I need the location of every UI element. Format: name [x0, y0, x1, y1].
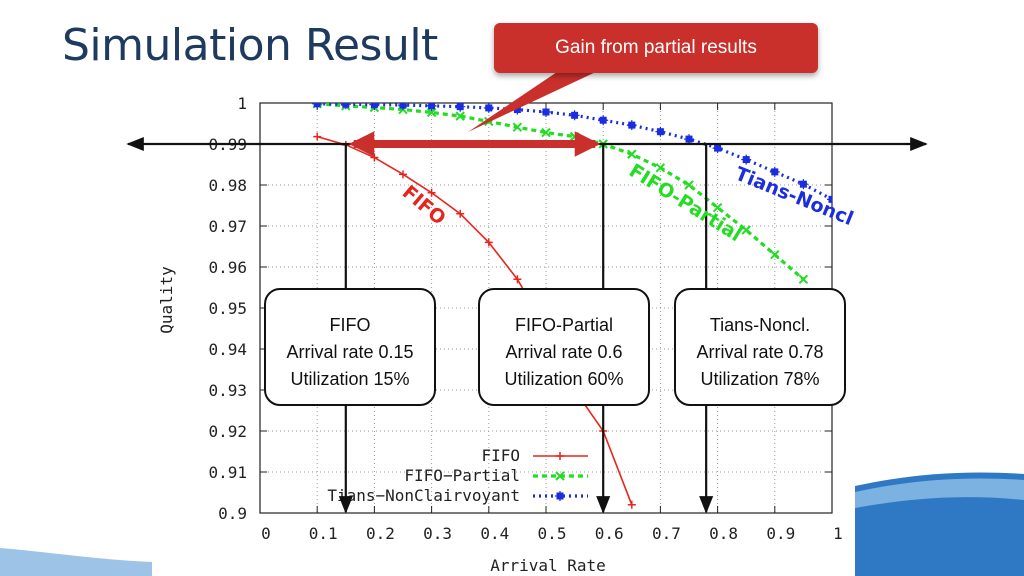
data-point-fifo	[627, 500, 636, 509]
data-point-tians-nonclairvoyant-cross	[426, 103, 437, 111]
y-tick-label: 0.98	[208, 176, 247, 195]
x-tick-label: 0.5	[538, 524, 567, 543]
gain-callout: Gain from partial results	[494, 23, 818, 73]
data-point-fifo	[513, 275, 522, 284]
data-point-fifo	[456, 209, 465, 218]
x-tick-label: 0	[261, 524, 271, 543]
data-point-fifo-partial	[770, 249, 780, 260]
callout-pointer	[468, 70, 600, 132]
fifo-partial-info-box: FIFO-Partial Arrival rate 0.6 Utilizatio…	[478, 288, 650, 406]
x-tick-label: 0.3	[423, 524, 452, 543]
x-tick-label: 0.6	[595, 524, 624, 543]
data-point-fifo-partial	[655, 163, 666, 173]
fifo-partial-box-util: Utilization 60%	[504, 369, 624, 389]
y-tick-label: 0.91	[208, 463, 247, 482]
fifo-box-title: FIFO	[329, 315, 371, 335]
x-tick-label: 1	[833, 524, 843, 543]
data-point-tians-nonclairvoyant-cross	[340, 103, 351, 110]
data-point-tians-nonclairvoyant-cross	[541, 107, 551, 118]
x-tick-label: 0.9	[766, 524, 795, 543]
data-point-tians-nonclairvoyant-cross	[598, 115, 609, 126]
y-tick-label: 0.95	[208, 299, 247, 318]
y-tick-label: 0.97	[208, 217, 247, 236]
data-point-fifo	[427, 188, 436, 197]
data-point-fifo	[484, 238, 493, 247]
data-point-tians-nonclairvoyant-cross	[769, 166, 780, 177]
legend-marker-tians-nonclairvoyant-cross	[555, 491, 565, 501]
data-point-fifo-partial	[455, 111, 465, 121]
data-point-fifo-partial	[512, 122, 523, 132]
x-axis-label: Arrival Rate	[490, 556, 606, 575]
fifo-partial-box-title: FIFO-Partial	[514, 315, 613, 335]
y-tick-label: 1	[237, 94, 247, 113]
fifo-box-rate: Arrival rate 0.15	[286, 342, 414, 362]
data-point-fifo	[399, 170, 407, 179]
fifo-box-util: Utilization 15%	[290, 369, 410, 389]
data-point-tians-nonclairvoyant-cross	[741, 154, 752, 165]
legend-marker-fifo-partial	[555, 471, 565, 481]
data-point-fifo-partial	[712, 202, 723, 213]
y-tick-label: 0.94	[208, 340, 247, 359]
data-point-tians-nonclairvoyant-cross	[655, 126, 666, 137]
data-point-tians-nonclairvoyant-cross	[798, 179, 809, 190]
fifo-info-box: FIFO Arrival rate 0.15 Utilization 15%	[264, 288, 436, 406]
tians-box-rate: Arrival rate 0.78	[696, 342, 824, 362]
data-point-tians-nonclairvoyant-cross	[626, 120, 637, 131]
x-tick-label: 0.8	[709, 524, 738, 543]
y-tick-label: 0.92	[208, 422, 247, 441]
data-point-fifo-partial	[798, 274, 809, 285]
slide-swoosh-left	[0, 548, 152, 576]
data-point-tians-nonclairvoyant-cross	[483, 103, 494, 113]
y-tick-label: 0.93	[208, 381, 247, 400]
data-point-tians-nonclairvoyant-cross	[369, 103, 380, 110]
data-point-tians-nonclairvoyant-cross	[827, 194, 832, 205]
data-point-tians-nonclairvoyant-cross	[569, 110, 580, 121]
y-axis-label: Quality	[157, 266, 176, 334]
data-point-tians-nonclairvoyant-cross	[455, 103, 466, 112]
data-point-fifo-partial	[426, 107, 437, 118]
tians-info-box: Tians-Noncl. Arrival rate 0.78 Utilizati…	[674, 288, 846, 406]
x-tick-label: 0.7	[652, 524, 681, 543]
y-tick-label: 0.96	[208, 258, 247, 277]
fifo-partial-box-rate: Arrival rate 0.6	[505, 342, 623, 362]
y-tick-label: 0.9	[218, 504, 247, 523]
legend-marker-fifo	[556, 452, 564, 460]
tians-box-title: Tians-Noncl.	[709, 315, 811, 335]
data-point-tians-nonclairvoyant-cross	[398, 103, 408, 111]
tians-box-util: Utilization 78%	[700, 369, 820, 389]
data-point-fifo-partial	[741, 225, 751, 235]
legend-label-fifo-partial: FIFO−Partial	[404, 466, 520, 485]
legend-label-fifo: FIFO	[481, 446, 520, 465]
data-point-fifo-partial	[627, 149, 637, 159]
slide-swoosh-light	[855, 478, 1024, 508]
legend-label-tians-nonclairvoyant: Tians−NonClairvoyant	[327, 486, 520, 505]
data-point-tians-nonclairvoyant-cross	[312, 103, 323, 109]
x-tick-label: 0.2	[366, 524, 395, 543]
x-tick-label: 0.1	[309, 524, 338, 543]
data-point-fifo-partial	[684, 180, 694, 190]
page-title: Simulation Result	[62, 20, 438, 71]
x-tick-label: 0.4	[480, 524, 509, 543]
